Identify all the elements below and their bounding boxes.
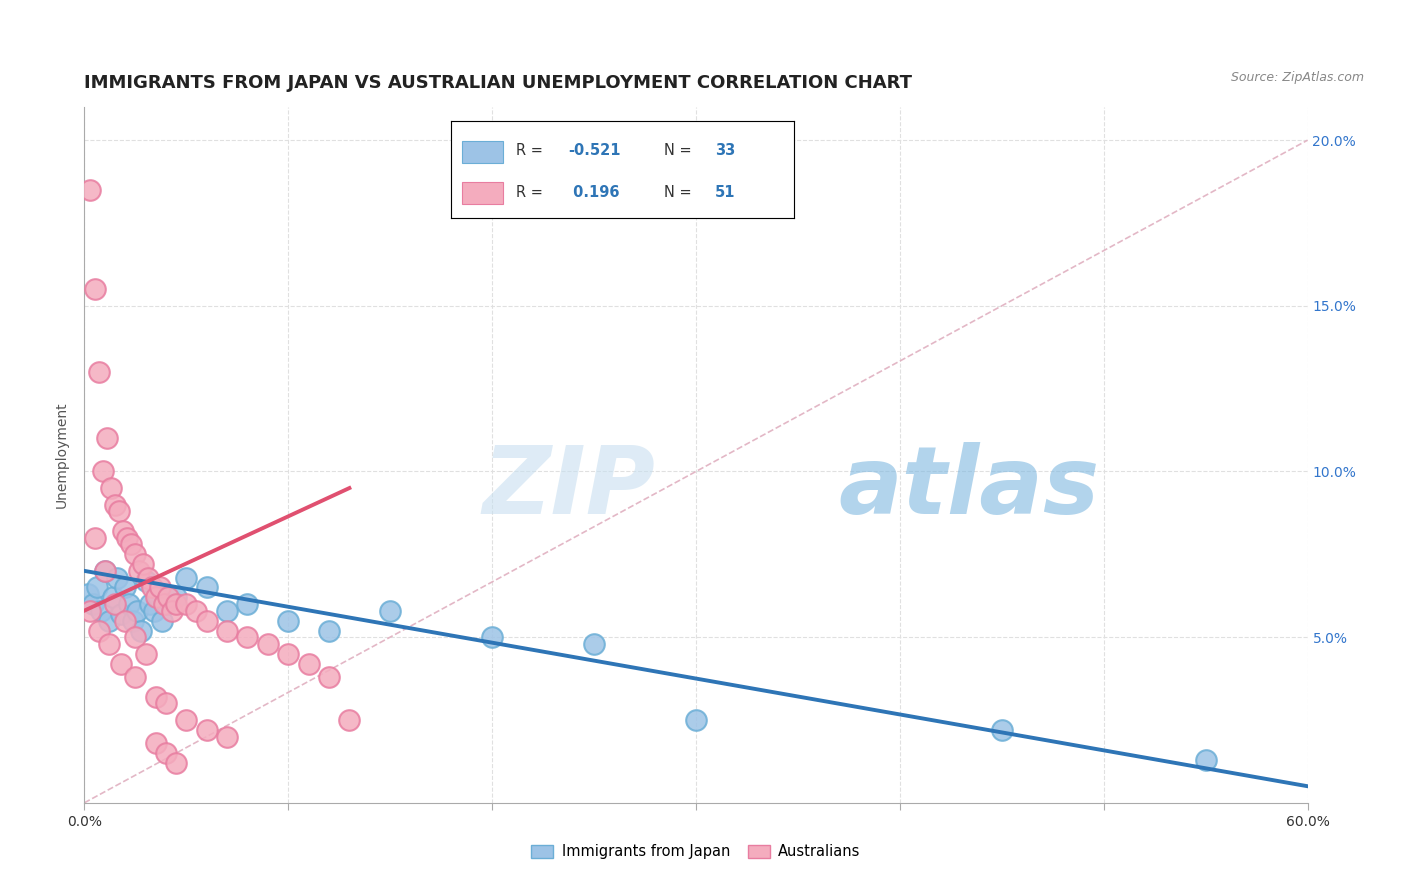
Point	[93, 564, 115, 578]
Point	[186, 604, 208, 618]
Point	[83, 531, 105, 545]
Point	[257, 637, 280, 651]
Point	[91, 465, 114, 479]
Point	[298, 657, 321, 671]
Point	[583, 637, 606, 651]
Point	[112, 524, 135, 538]
Point	[145, 591, 167, 605]
Point	[87, 365, 110, 379]
Point	[153, 597, 176, 611]
Point	[991, 723, 1014, 737]
Point	[380, 604, 402, 618]
Point	[160, 604, 183, 618]
Point	[481, 630, 503, 644]
Point	[122, 614, 145, 628]
Legend: Immigrants from Japan, Australians: Immigrants from Japan, Australians	[526, 838, 866, 865]
Point	[236, 630, 259, 644]
Point	[195, 723, 218, 737]
Point	[217, 624, 239, 638]
Point	[217, 604, 239, 618]
Point	[217, 730, 239, 744]
Point	[124, 670, 146, 684]
Point	[83, 282, 105, 296]
Point	[142, 604, 165, 618]
Point	[124, 547, 146, 561]
Point	[141, 581, 163, 595]
Point	[136, 570, 159, 584]
Point	[79, 183, 101, 197]
Point	[1195, 753, 1218, 767]
Point	[101, 591, 124, 605]
Point	[114, 581, 136, 595]
Point	[128, 564, 150, 578]
Text: IMMIGRANTS FROM JAPAN VS AUSTRALIAN UNEMPLOYMENT CORRELATION CHART: IMMIGRANTS FROM JAPAN VS AUSTRALIAN UNEM…	[84, 74, 912, 92]
Point	[118, 597, 141, 611]
Point	[277, 647, 299, 661]
Point	[195, 581, 218, 595]
Point	[131, 624, 153, 638]
Point	[82, 597, 104, 611]
Point	[174, 570, 197, 584]
Point	[174, 713, 197, 727]
Point	[156, 591, 179, 605]
Point	[108, 504, 131, 518]
Point	[165, 597, 187, 611]
Point	[100, 481, 122, 495]
Point	[97, 614, 120, 628]
Point	[96, 431, 118, 445]
Point	[155, 697, 177, 711]
Point	[86, 581, 108, 595]
Text: ZIP: ZIP	[482, 442, 655, 534]
Point	[318, 624, 340, 638]
Point	[165, 756, 187, 770]
Point	[110, 657, 132, 671]
Point	[132, 558, 155, 572]
Point	[120, 537, 142, 551]
Point	[77, 587, 100, 601]
Text: atlas: atlas	[839, 442, 1099, 534]
Point	[277, 614, 299, 628]
Point	[155, 597, 177, 611]
Point	[115, 531, 138, 545]
Point	[124, 630, 146, 644]
Point	[150, 614, 173, 628]
Point	[165, 591, 187, 605]
Point	[104, 597, 127, 611]
Point	[685, 713, 707, 727]
Point	[236, 597, 259, 611]
Point	[127, 604, 149, 618]
Point	[138, 597, 160, 611]
Text: Source: ZipAtlas.com: Source: ZipAtlas.com	[1230, 71, 1364, 85]
Point	[104, 498, 127, 512]
Point	[114, 614, 136, 628]
Point	[97, 637, 120, 651]
Point	[87, 624, 110, 638]
Point	[135, 574, 157, 588]
Point	[93, 564, 115, 578]
Point	[146, 591, 169, 605]
Point	[79, 604, 101, 618]
Point	[155, 746, 177, 760]
Point	[90, 604, 112, 618]
Point	[174, 597, 197, 611]
Y-axis label: Unemployment: Unemployment	[55, 401, 69, 508]
Point	[318, 670, 340, 684]
Point	[149, 581, 172, 595]
Point	[110, 607, 132, 621]
Point	[195, 614, 218, 628]
Point	[339, 713, 361, 727]
Point	[145, 736, 167, 750]
Point	[105, 570, 128, 584]
Point	[135, 647, 157, 661]
Point	[145, 690, 167, 704]
